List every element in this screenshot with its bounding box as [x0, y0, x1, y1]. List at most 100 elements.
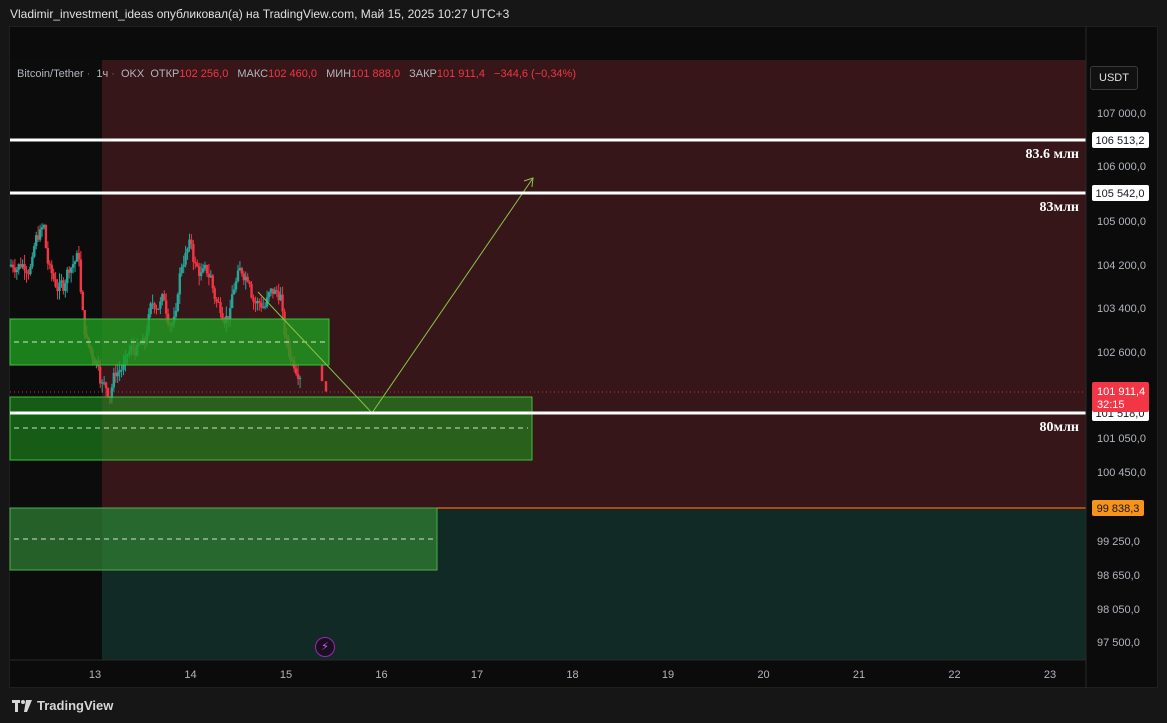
candle-body	[296, 373, 300, 379]
candle-body	[13, 267, 17, 273]
candle-body	[161, 294, 164, 302]
exchange-label: OKX	[120, 68, 145, 80]
candle-body	[27, 273, 30, 275]
candle-body	[120, 369, 123, 371]
candle-body	[298, 378, 302, 380]
candle-body	[79, 259, 83, 292]
candle-body	[114, 372, 117, 377]
candle-body	[81, 291, 84, 311]
candle-body	[15, 269, 19, 273]
candle-body	[227, 315, 230, 320]
price-axis-label: 105 000,0	[1097, 216, 1146, 228]
time-axis-label: 13	[89, 669, 101, 681]
candle-body	[35, 235, 38, 246]
candle-body	[260, 302, 263, 308]
arrow-head-icon	[523, 177, 534, 188]
candle-body	[203, 265, 207, 269]
time-axis-label: 20	[757, 669, 769, 681]
level-price-tag	[1092, 185, 1149, 201]
price-axis-label: 98 050,0	[1097, 604, 1140, 616]
candle-body	[68, 269, 71, 273]
candle-body	[40, 227, 44, 230]
candle-body	[153, 303, 156, 309]
candle-body	[33, 245, 36, 257]
current-price-tag	[1092, 382, 1149, 412]
candle-body	[50, 264, 53, 274]
publication-header: Vladimir_investment_ideas опубликовал(а)…	[0, 0, 1167, 26]
candle-body	[232, 289, 236, 295]
level-note: 83.6 млн	[1026, 147, 1079, 162]
footer: TradingView	[0, 688, 1167, 723]
lightning-icon[interactable]: ⚡	[315, 637, 335, 657]
candle-body	[110, 387, 114, 399]
candle-body	[236, 270, 240, 282]
candle-body	[19, 264, 22, 268]
candle-body	[44, 225, 48, 249]
price-axis-label: 102 600,0	[1097, 347, 1146, 359]
candle-body	[17, 264, 20, 270]
candle-body	[64, 283, 67, 291]
candle-body	[48, 263, 51, 265]
candle-body	[201, 268, 205, 273]
candle-body	[219, 302, 222, 314]
candle-body	[186, 248, 189, 253]
candle-body	[62, 280, 65, 291]
high-label: МАКС	[237, 68, 269, 80]
candle-body	[281, 294, 284, 312]
candle-body	[275, 290, 278, 292]
candle-body	[178, 273, 181, 295]
time-axis-label: 17	[471, 669, 483, 681]
candle-body	[294, 368, 298, 374]
candle-body	[31, 256, 34, 267]
candle-body	[263, 306, 267, 308]
candle-body	[194, 261, 197, 264]
candle-body	[9, 264, 13, 267]
candle-body	[149, 303, 152, 315]
candle-body	[42, 225, 46, 228]
candle-body	[60, 280, 63, 283]
price-axis-label: 104 200,0	[1097, 260, 1146, 272]
interval-label[interactable]: 1ч	[96, 68, 109, 80]
candle-body	[155, 308, 158, 310]
publication-info: Vladimir_investment_ideas опубликовал(а)…	[10, 7, 510, 21]
candle-body	[262, 307, 265, 309]
tradingview-logo[interactable]: TradingView	[12, 698, 113, 713]
level-price-tag	[1092, 132, 1149, 148]
candle-body	[159, 301, 162, 309]
candle-body	[269, 288, 273, 293]
candle-body	[71, 264, 75, 268]
candle-body	[250, 284, 253, 298]
candle-body	[188, 239, 191, 249]
candle-body	[273, 290, 277, 294]
candle-body	[99, 366, 102, 384]
candle-body	[238, 268, 242, 271]
candle-body	[69, 267, 73, 273]
candle-body	[75, 252, 79, 262]
candle-body	[104, 382, 108, 389]
candle-body	[122, 363, 125, 370]
symbol-legend[interactable]: Bitcoin/Tether · 1ч · OKX ОТКР102 256,0 МА…	[17, 68, 576, 80]
candle-body	[242, 273, 245, 281]
symbol-name[interactable]: Bitcoin/Tether	[17, 68, 84, 80]
currency-button[interactable]: USDT	[1090, 66, 1138, 90]
time-axis-label: 21	[853, 669, 865, 681]
candle-body	[192, 244, 195, 262]
candle-body	[279, 294, 282, 301]
current-price-value: 101 911,4	[1097, 386, 1145, 398]
candle-body	[77, 252, 81, 260]
candle-body	[52, 273, 55, 280]
time-axis-label: 19	[662, 669, 674, 681]
price-axis-label: 99 250,0	[1097, 536, 1140, 548]
candle-body	[54, 279, 57, 287]
time-axis-label: 14	[184, 669, 196, 681]
candle-body	[182, 264, 185, 267]
candle-body	[56, 286, 59, 292]
close-label: ЗАКР	[409, 68, 437, 80]
candle-body	[207, 273, 211, 278]
candle-body	[211, 275, 214, 289]
candle-body	[248, 281, 251, 285]
candle-body	[36, 235, 40, 240]
candle-body	[58, 282, 61, 292]
high-value: 102 460,0	[268, 68, 318, 80]
